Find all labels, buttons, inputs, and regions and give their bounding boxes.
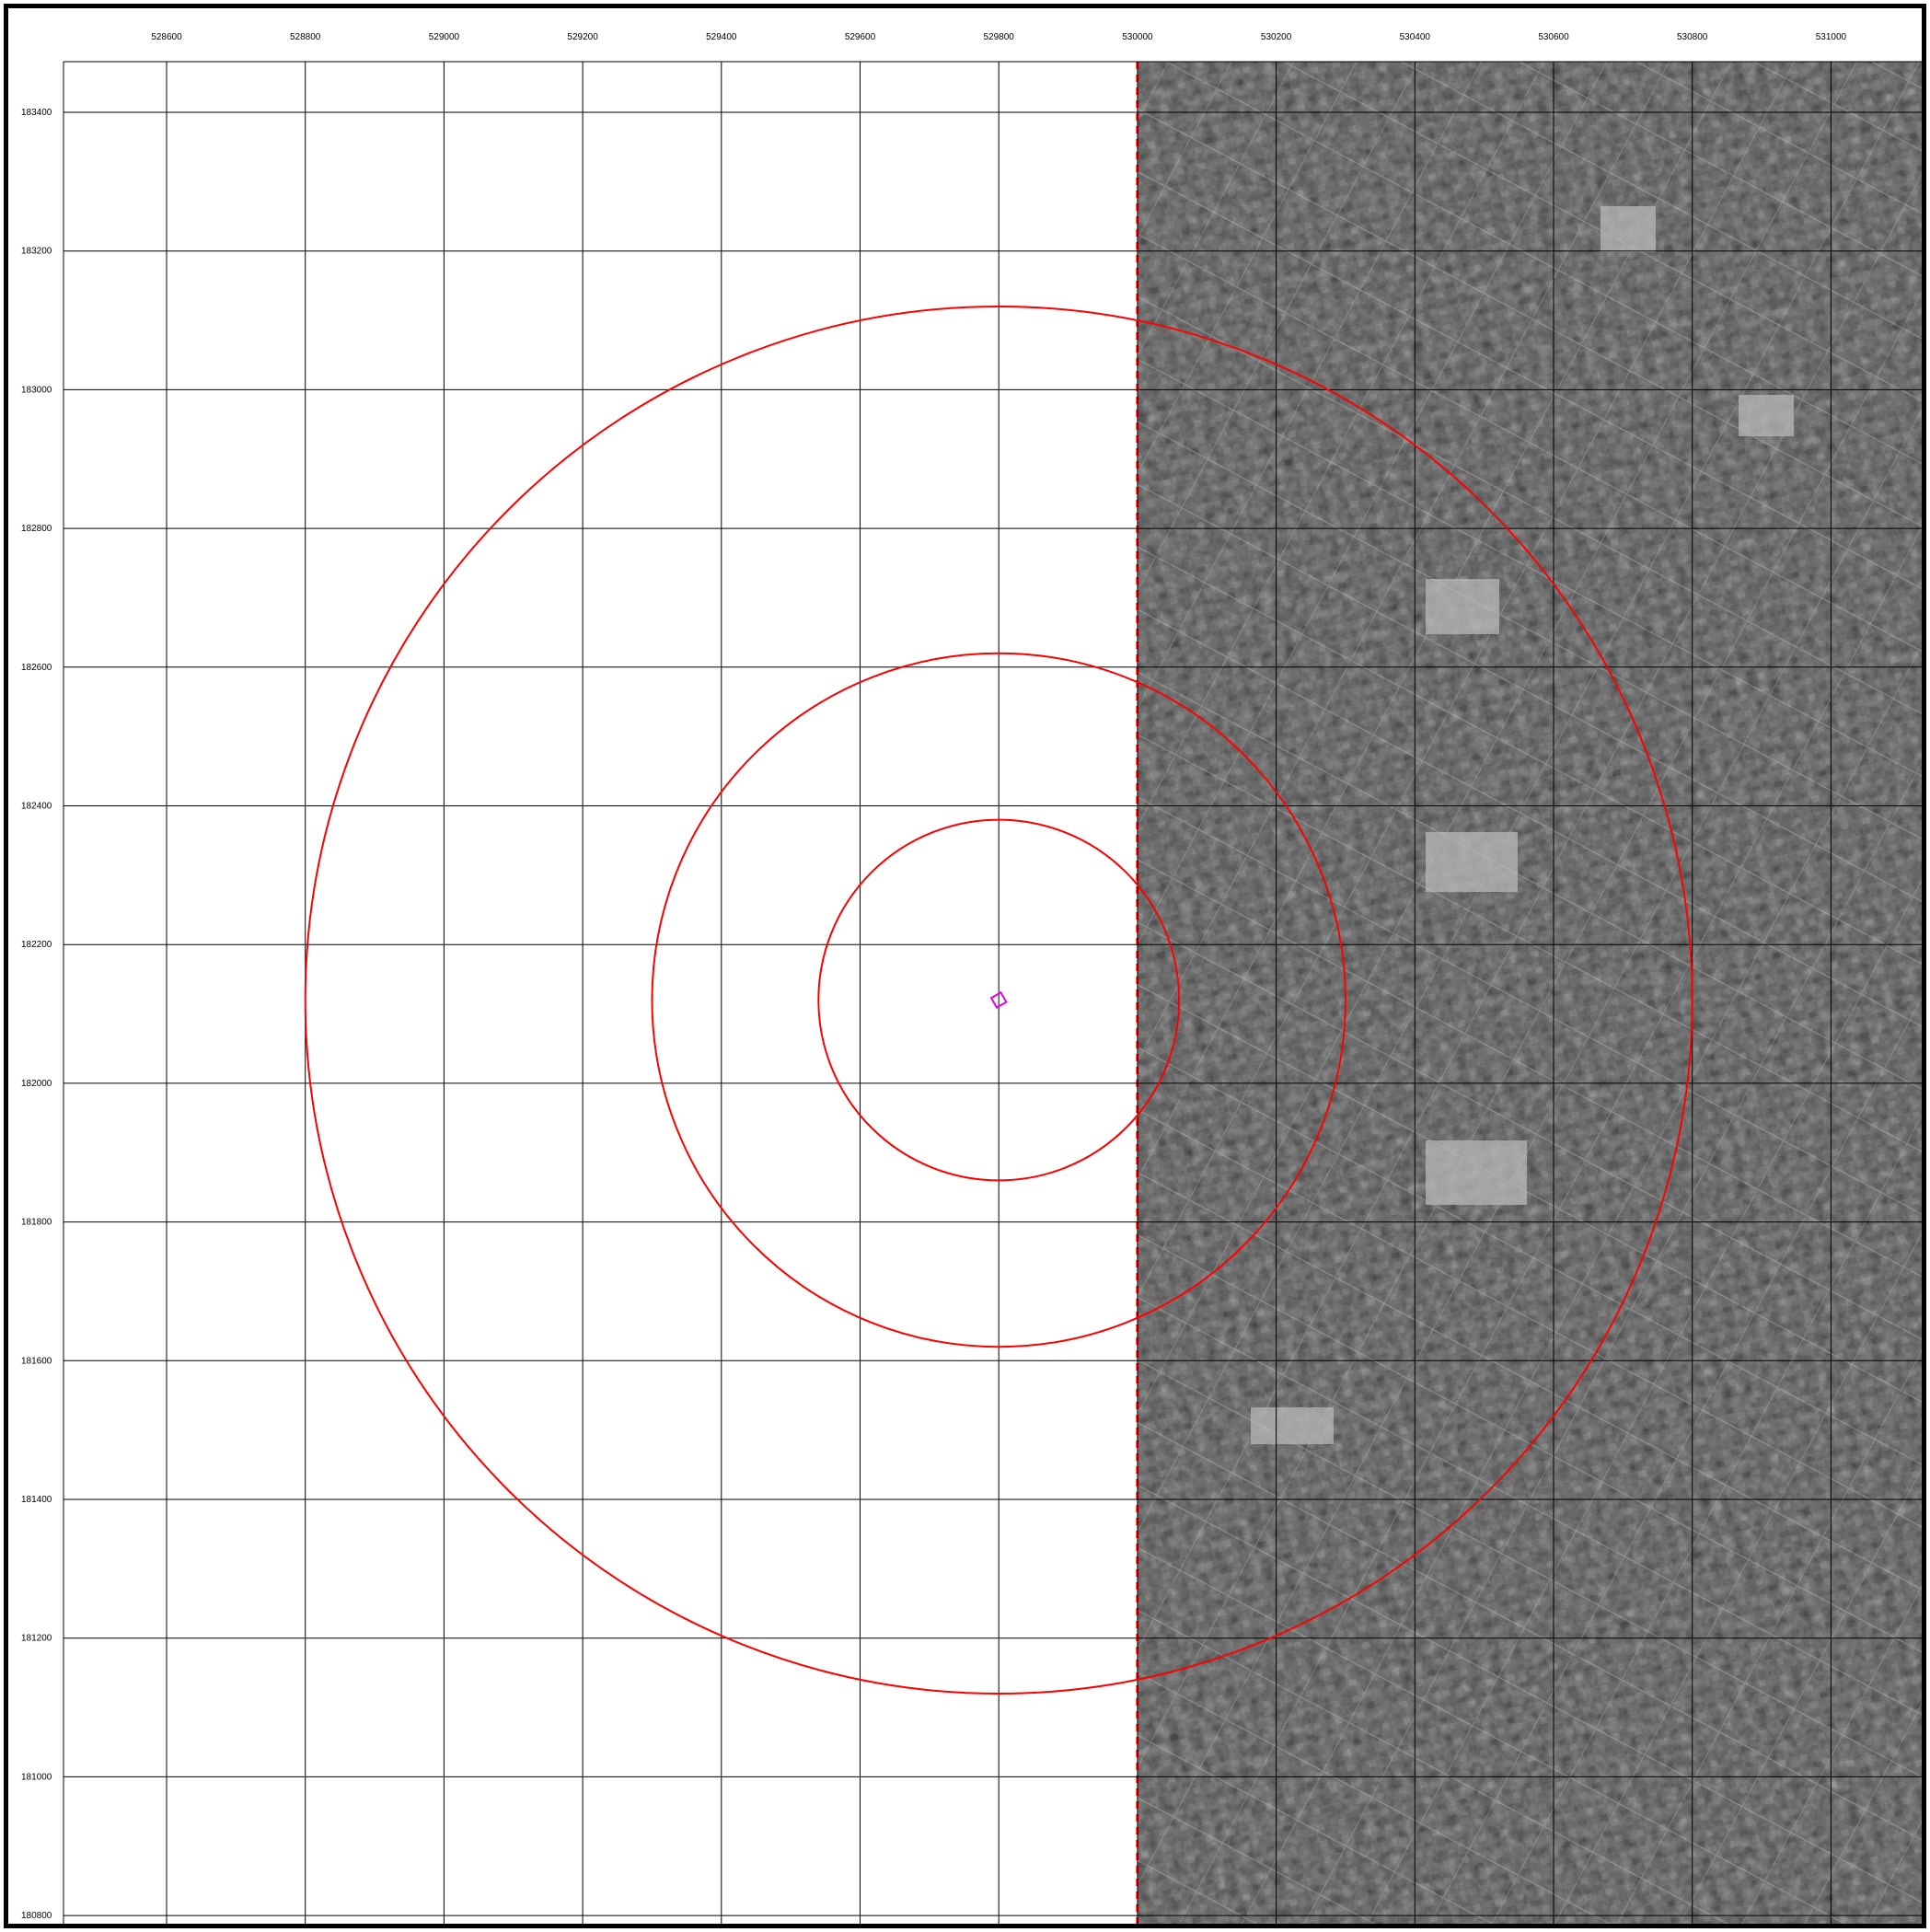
- x-tick-label: 530800: [1677, 32, 1708, 42]
- y-tick-label: 181200: [21, 1634, 52, 1644]
- x-tick-label: 530600: [1538, 32, 1569, 42]
- map-frame: 528600 528800 529000 529200 529400 529600 5298…: [4, 4, 1926, 1928]
- imagery-open-area: [1601, 206, 1656, 252]
- x-tick-label: 529200: [567, 32, 598, 42]
- x-tick-label: 529800: [984, 32, 1015, 42]
- imagery-open-area: [1739, 395, 1794, 436]
- x-tick-label: 529400: [706, 32, 737, 42]
- buffer-ring: [817, 818, 1181, 1182]
- x-axis-labels: 528600 528800 529000 529200 529400 529600 5298…: [151, 32, 1846, 42]
- y-axis-labels: 183400 183200 183000 182800 182600 182400 1822…: [21, 108, 52, 1921]
- x-tick-label: 529000: [429, 32, 460, 42]
- x-tick-label: 531000: [1816, 32, 1847, 42]
- y-tick-label: 182000: [21, 1079, 52, 1089]
- imagery-open-area: [1426, 1140, 1527, 1205]
- aerial-photograph: [1136, 62, 1922, 1924]
- x-tick-label: 529600: [845, 32, 876, 42]
- imagery-open-area: [1251, 1407, 1334, 1444]
- distance-buffers: [304, 305, 1693, 1695]
- imagery-open-area: [1426, 832, 1518, 892]
- coordinate-grid: [63, 61, 1922, 1924]
- x-tick-label: 528800: [290, 32, 321, 42]
- y-tick-label: 181600: [21, 1356, 52, 1366]
- imagery-open-area: [1426, 579, 1499, 634]
- y-tick-label: 182600: [21, 663, 52, 673]
- y-tick-label: 181400: [21, 1495, 52, 1505]
- imagery-texture: [1137, 62, 1922, 1924]
- y-tick-label: 181000: [21, 1772, 52, 1782]
- y-tick-label: 180800: [21, 1911, 52, 1921]
- site-marker-icon[interactable]: [989, 990, 1008, 1010]
- x-tick-label: 530000: [1122, 32, 1153, 42]
- y-tick-label: 183200: [21, 247, 52, 257]
- y-tick-label: 183000: [21, 385, 52, 395]
- buffer-ring: [304, 305, 1693, 1695]
- y-tick-label: 182200: [21, 940, 52, 950]
- map-canvas[interactable]: 528600 528800 529000 529200 529400 529600 5298…: [8, 8, 1922, 1924]
- x-tick-label: 530200: [1261, 32, 1292, 42]
- buffer-ring: [651, 652, 1346, 1348]
- y-tick-label: 182800: [21, 524, 52, 534]
- site-marker[interactable]: [989, 990, 1008, 1010]
- y-tick-label: 183400: [21, 108, 52, 118]
- x-tick-label: 528600: [151, 32, 182, 42]
- x-tick-label: 530400: [1400, 32, 1431, 42]
- y-tick-label: 182400: [21, 802, 52, 812]
- y-tick-label: 181800: [21, 1218, 52, 1228]
